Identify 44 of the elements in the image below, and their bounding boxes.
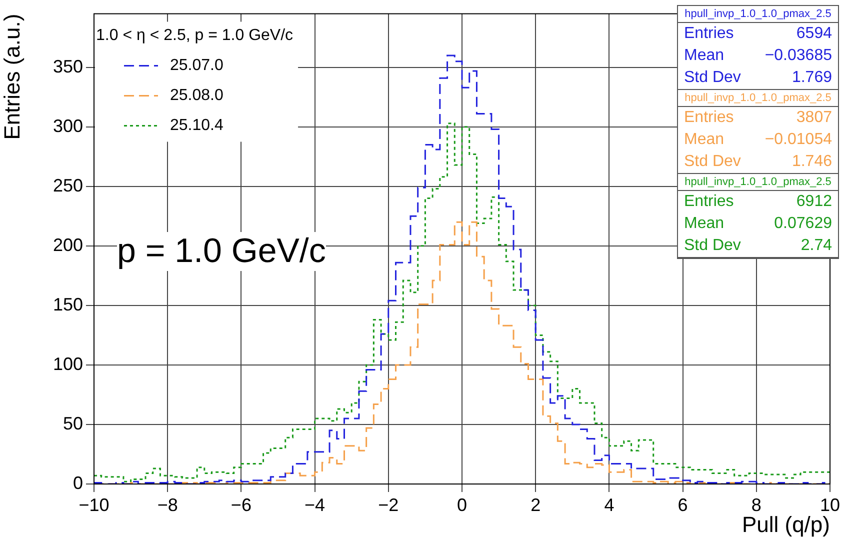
annotation: 1.769 xyxy=(792,68,832,88)
x-tick-label: −6 xyxy=(230,494,252,515)
annotation: 0.07629 xyxy=(774,214,832,234)
y-tick-label: 50 xyxy=(62,413,83,434)
x-tick-label: 6 xyxy=(678,494,688,515)
annotation: Entries xyxy=(684,108,734,128)
annotation: Std Dev xyxy=(684,68,741,88)
legend-label: 25.08.0 xyxy=(170,87,224,104)
y-tick-label: 350 xyxy=(52,56,83,76)
annotation: 1.746 xyxy=(792,152,832,172)
x-tick-label: −10 xyxy=(78,494,110,515)
x-tick-label: −2 xyxy=(378,494,399,515)
annotation: 6594 xyxy=(796,24,832,44)
annotation: −0.01054 xyxy=(764,130,832,150)
y-tick-label: 200 xyxy=(52,234,83,255)
annotation: hpull_invp_1.0_1.0_pmax_2.5 xyxy=(678,174,838,191)
annotation: −0.03685 xyxy=(764,46,832,66)
annotation: 6912 xyxy=(796,192,832,212)
annotation: Std Dev xyxy=(684,152,741,172)
annotation: Mean xyxy=(684,46,724,66)
x-tick-label: 2 xyxy=(530,494,541,515)
annotation: 3807 xyxy=(796,108,832,128)
y-tick-label: 0 xyxy=(72,472,83,493)
legend-title: 1.0 < η < 2.5, p = 1.0 GeV/c xyxy=(96,27,294,44)
annotation: Mean xyxy=(684,130,724,150)
x-tick-label: −4 xyxy=(304,494,326,515)
annotation: hpull_invp_1.0_1.0_pmax_2.5 xyxy=(678,90,838,107)
y-tick-label: 250 xyxy=(52,175,83,196)
legend-label: 25.07.0 xyxy=(170,57,224,74)
y-tick-label: 100 xyxy=(52,354,83,374)
x-tick-label: 4 xyxy=(604,494,614,515)
annotation: Entries xyxy=(684,24,734,44)
annotation: Std Dev xyxy=(684,236,741,256)
annotation: hpull_invp_1.0_1.0_pmax_2.5 xyxy=(678,6,838,23)
y-axis-title: Entries (a.u.) xyxy=(0,14,24,140)
y-tick-label: 300 xyxy=(52,116,83,136)
annotation: 2.74 xyxy=(800,236,832,256)
x-tick-label: 0 xyxy=(456,494,468,515)
legend-label: 25.10.4 xyxy=(170,117,224,134)
y-tick-label: 150 xyxy=(52,294,83,314)
annotation: Entries xyxy=(684,192,734,212)
x-tick-label: −8 xyxy=(157,494,178,515)
annotation: p = 1.0 GeV/c xyxy=(117,232,326,271)
annotation: Mean xyxy=(684,214,724,234)
